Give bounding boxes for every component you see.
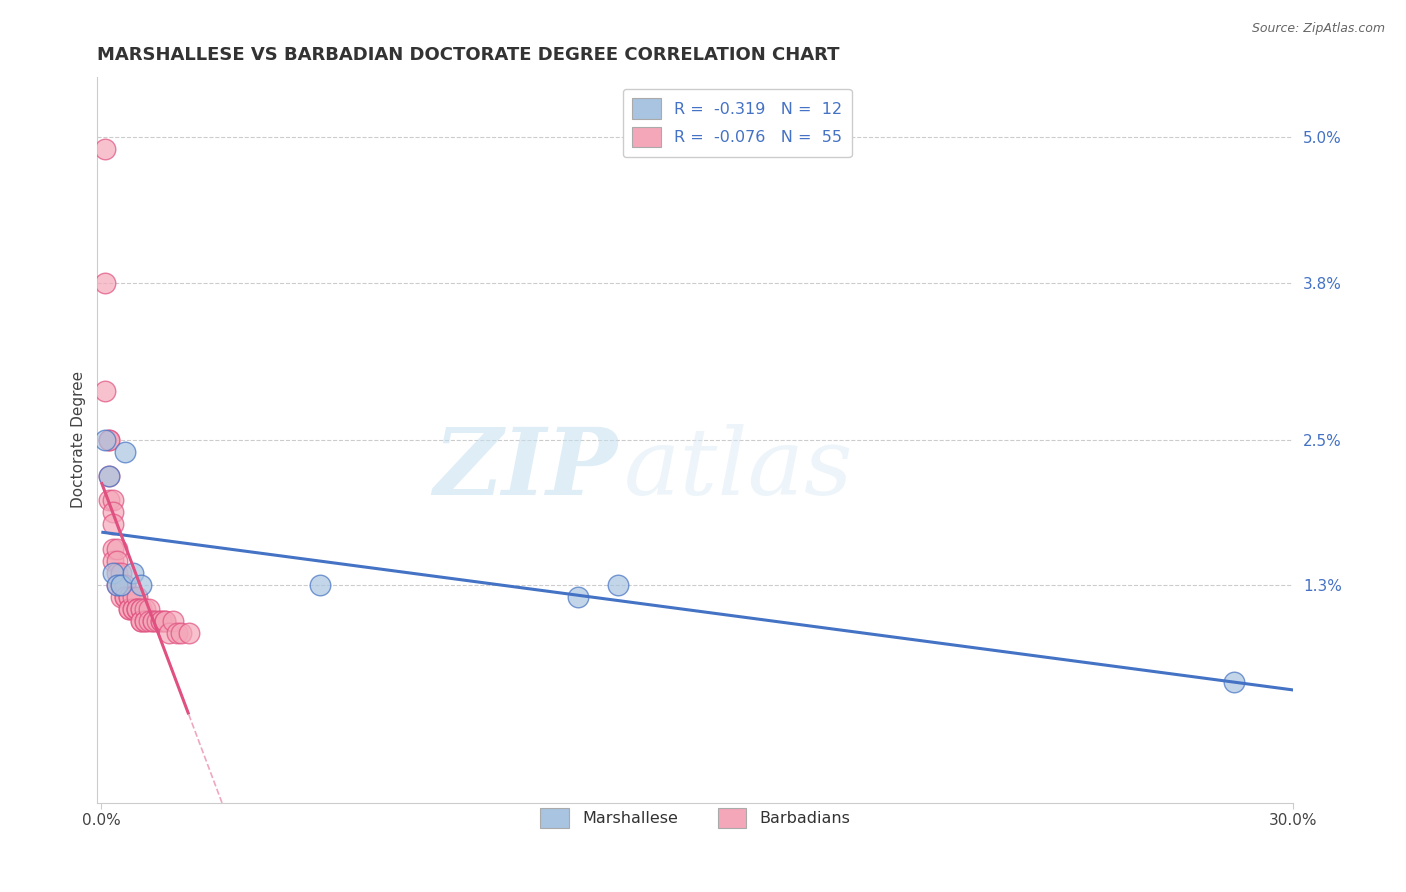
Point: [110, 590, 132, 604]
Point: [1222, 674, 1244, 689]
Point: [138, 602, 160, 616]
Point: [98, 493, 121, 508]
Point: [105, 578, 128, 592]
Point: [105, 541, 128, 556]
Point: [567, 590, 589, 604]
Point: [122, 566, 145, 580]
Text: atlas: atlas: [623, 424, 853, 514]
Point: [103, 541, 125, 556]
Point: [166, 626, 188, 640]
Point: [118, 602, 141, 616]
Point: [94, 433, 117, 447]
Text: ZIP: ZIP: [433, 424, 617, 514]
Point: [114, 445, 136, 459]
Point: [146, 614, 169, 628]
Point: [153, 614, 176, 628]
Point: [125, 602, 148, 616]
Point: [98, 469, 121, 483]
Point: [98, 433, 121, 447]
Point: [177, 626, 200, 640]
Point: [162, 614, 184, 628]
Point: [122, 602, 145, 616]
Point: [149, 614, 172, 628]
Point: [125, 602, 148, 616]
Point: [103, 493, 125, 508]
Point: [118, 590, 141, 604]
Point: [105, 578, 128, 592]
Point: [134, 614, 156, 628]
Point: [149, 614, 172, 628]
Point: [125, 590, 148, 604]
Point: [110, 566, 132, 580]
Point: [142, 614, 165, 628]
Point: [129, 578, 152, 592]
Point: [134, 602, 156, 616]
Point: [98, 433, 121, 447]
Point: [134, 614, 156, 628]
Point: [129, 614, 152, 628]
Point: [94, 276, 117, 290]
Point: [103, 517, 125, 532]
Point: [103, 505, 125, 519]
Point: [94, 384, 117, 399]
Point: [122, 602, 145, 616]
Point: [138, 614, 160, 628]
Point: [118, 590, 141, 604]
Point: [153, 614, 176, 628]
Point: [110, 578, 132, 592]
Point: [118, 602, 141, 616]
Point: [142, 614, 165, 628]
Point: [170, 626, 193, 640]
Point: [94, 143, 117, 157]
Point: [114, 578, 136, 592]
Point: [110, 578, 132, 592]
Point: [114, 590, 136, 604]
Point: [122, 590, 145, 604]
Point: [105, 554, 128, 568]
Point: [98, 469, 121, 483]
Point: [129, 602, 152, 616]
Point: [129, 614, 152, 628]
Point: [114, 590, 136, 604]
Point: [308, 578, 330, 592]
Point: [110, 578, 132, 592]
Point: [157, 626, 180, 640]
Text: MARSHALLESE VS BARBADIAN DOCTORATE DEGREE CORRELATION CHART: MARSHALLESE VS BARBADIAN DOCTORATE DEGRE…: [97, 46, 839, 64]
Text: Source: ZipAtlas.com: Source: ZipAtlas.com: [1251, 22, 1385, 36]
Y-axis label: Doctorate Degree: Doctorate Degree: [72, 371, 86, 508]
Point: [125, 602, 148, 616]
Point: [606, 578, 628, 592]
Point: [129, 602, 152, 616]
Point: [103, 566, 125, 580]
Legend: Marshallese, Barbadians: Marshallese, Barbadians: [534, 801, 856, 835]
Point: [105, 566, 128, 580]
Point: [103, 554, 125, 568]
